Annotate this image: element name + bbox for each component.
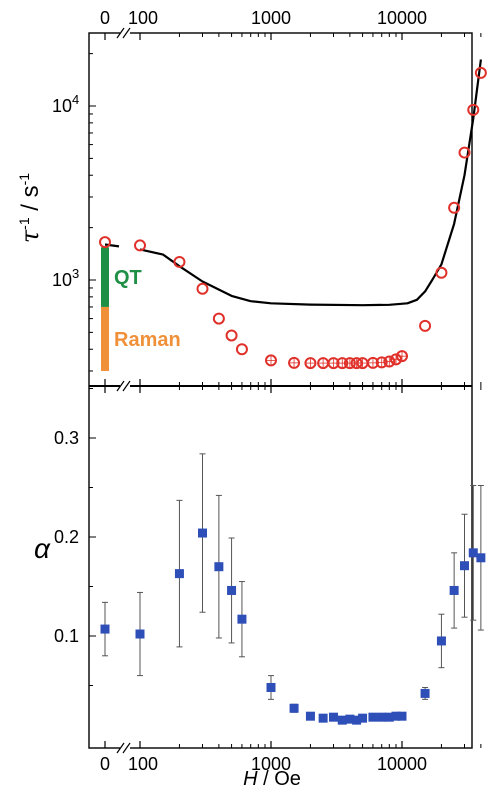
top-x-tick-label: 0: [100, 8, 110, 28]
y-tick-label: 0.3: [54, 428, 79, 448]
fit-line-segment: [104, 243, 120, 248]
data-point: [289, 703, 299, 713]
bottom-y-axis-label: α: [34, 533, 51, 564]
data-point: [474, 66, 487, 79]
data-point: [345, 714, 355, 724]
contribution-label: QT: [114, 267, 142, 289]
data-point: [196, 282, 209, 295]
data-point: [100, 624, 110, 634]
x-tick-label: 1000: [251, 754, 291, 774]
contribution-label: Raman: [114, 329, 181, 351]
data-point: [467, 103, 480, 116]
data-point: [174, 569, 184, 579]
data-point: [237, 614, 247, 624]
y-tick-label: 0.2: [54, 527, 79, 547]
data-point: [329, 712, 339, 722]
data-point: [390, 353, 403, 366]
data-point: [304, 357, 317, 370]
data-point: [352, 715, 362, 725]
data-point: [173, 255, 186, 268]
data-point: [235, 343, 248, 356]
data-point: [134, 239, 146, 252]
x-tick-label: 10000: [377, 754, 427, 774]
fit-line: [139, 59, 482, 307]
data-point: [135, 629, 145, 639]
axis-break-slash: [116, 27, 125, 39]
axis-break-slash: [122, 380, 131, 392]
data-point: [225, 329, 238, 342]
data-point: [318, 713, 328, 723]
data-point: [377, 712, 387, 722]
contribution-bar: [101, 306, 109, 371]
axis-break-slash: [122, 742, 131, 754]
data-point: [384, 712, 394, 722]
top-x-tick-label: 10000: [377, 8, 427, 28]
data-point: [288, 356, 301, 369]
y-tick-label: 103: [52, 266, 79, 290]
data-point: [397, 711, 407, 721]
x-tick-label: 0: [100, 754, 110, 774]
data-point: [396, 350, 408, 363]
contribution-bar: [101, 247, 109, 307]
plot-frame: [88, 32, 473, 749]
top-y-axis-label: τ-1 / s-1: [16, 173, 44, 243]
data-point: [468, 548, 478, 558]
axis-break-gap: [120, 745, 130, 751]
data-point: [227, 585, 237, 595]
data-point: [436, 636, 446, 646]
data-point: [383, 355, 396, 368]
data-point: [337, 715, 347, 725]
data-point: [435, 266, 448, 279]
data-point: [305, 711, 315, 721]
y-tick-label: 104: [52, 92, 79, 116]
data-point: [448, 201, 461, 214]
data-point: [366, 356, 379, 369]
data-point: [449, 585, 459, 595]
data-point: [476, 553, 486, 563]
data-point: [419, 319, 432, 332]
y-tick-label: 0.1: [54, 626, 79, 646]
chart-marks: 0 100 1000 10000 0 100 1000 10000 103 104 0.1 0.2 0.…: [52, 8, 487, 774]
data-point: [368, 712, 378, 722]
data-point: [391, 711, 401, 721]
data-point: [420, 688, 430, 698]
data-point: [99, 236, 111, 249]
axis-break-slash: [116, 742, 125, 754]
data-point: [460, 561, 470, 571]
data-point: [375, 356, 388, 369]
x-axis-label: H / Oe: [243, 768, 301, 790]
data-point: [266, 682, 276, 692]
axis-break-gap: [120, 30, 130, 36]
top-x-tick-label: 100: [128, 8, 158, 28]
data-point: [214, 562, 224, 572]
axis-break-gap: [120, 383, 130, 389]
data-point: [358, 713, 368, 723]
data-point: [458, 146, 471, 159]
data-point: [198, 528, 208, 538]
x-tick-label: 100: [128, 754, 158, 774]
top-x-tick-label: 1000: [251, 8, 291, 28]
data-point: [212, 312, 225, 325]
axis-break-slash: [122, 27, 131, 39]
data-point: [265, 354, 277, 367]
axis-break-slash: [116, 380, 125, 392]
